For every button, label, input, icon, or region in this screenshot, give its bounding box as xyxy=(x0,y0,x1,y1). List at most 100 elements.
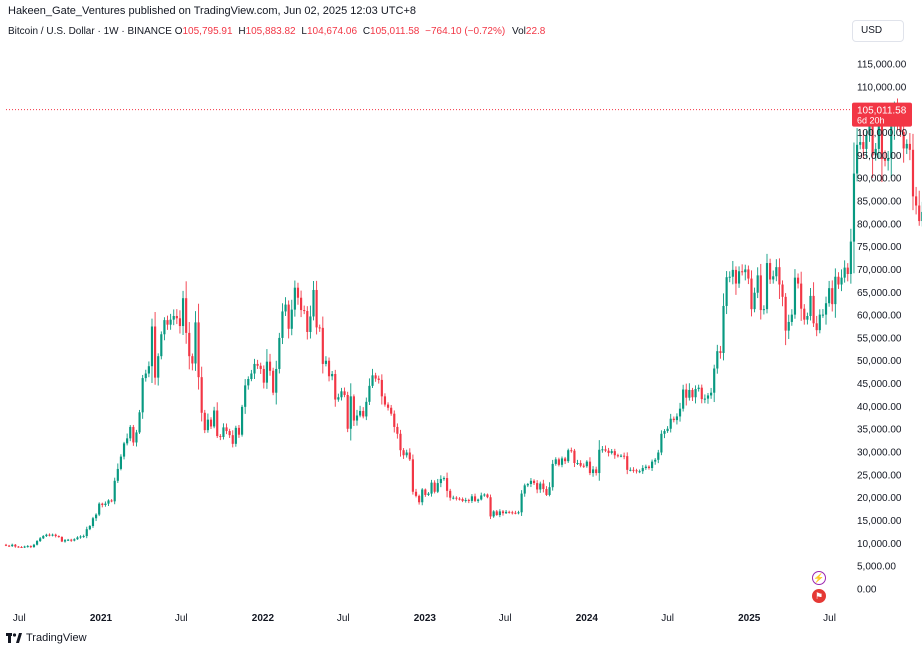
candle xyxy=(710,387,713,399)
candle xyxy=(458,497,461,501)
candle xyxy=(477,498,480,503)
candle xyxy=(256,359,259,369)
candle xyxy=(104,501,107,507)
candle xyxy=(473,493,477,502)
y-tick-label: 85,000.00 xyxy=(857,196,902,207)
candle xyxy=(275,360,278,405)
candle xyxy=(368,378,371,406)
candle xyxy=(464,497,467,503)
candle xyxy=(511,510,514,515)
candle xyxy=(902,124,905,163)
candle xyxy=(660,430,663,456)
volume-value: 22.8 xyxy=(525,26,546,37)
candle xyxy=(576,459,579,466)
candle xyxy=(713,364,716,403)
candle xyxy=(753,287,756,313)
candle xyxy=(862,130,865,159)
candle xyxy=(809,287,812,321)
candle xyxy=(675,413,679,425)
candle xyxy=(88,525,91,531)
candle xyxy=(741,264,744,276)
candle xyxy=(598,440,601,481)
price-chart[interactable]: 0.00 5,000.00 10,000.00 15,000.00 20,000.00 2… xyxy=(0,0,922,630)
candle xyxy=(769,258,772,284)
symbol-title: Bitcoin / U.S. Dollar · 1W · BINANCE xyxy=(8,26,172,37)
candle xyxy=(492,510,495,518)
price-axis[interactable]: 0.00 5,000.00 10,000.00 15,000.00 20,000.00 2… xyxy=(857,60,907,596)
x-tick-label: Jul xyxy=(823,613,836,624)
candle xyxy=(63,539,67,543)
high-value: 105,883.82 xyxy=(245,26,296,37)
candle xyxy=(26,545,29,548)
candle xyxy=(240,404,244,437)
tradingview-footer[interactable]: TradingView xyxy=(6,632,87,644)
y-tick-label: 80,000.00 xyxy=(857,219,902,230)
candle xyxy=(268,353,272,376)
y-tick-label: 90,000.00 xyxy=(857,174,902,185)
candle xyxy=(806,312,809,325)
candle xyxy=(129,425,132,442)
y-tick-label: 75,000.00 xyxy=(857,242,902,253)
x-tick-label: Jul xyxy=(13,613,26,624)
candle xyxy=(147,361,150,378)
candle xyxy=(703,394,706,404)
candle xyxy=(650,459,654,471)
candle xyxy=(306,306,309,340)
low-value: 104,674.06 xyxy=(306,26,358,37)
candle xyxy=(638,469,641,474)
candle xyxy=(719,345,722,359)
candle xyxy=(787,314,790,340)
currency-button[interactable]: USD xyxy=(852,20,904,42)
candle xyxy=(293,280,296,317)
candle xyxy=(265,349,269,389)
x-tick-label: 2022 xyxy=(252,613,275,624)
candle xyxy=(408,448,411,461)
candle xyxy=(905,139,908,155)
volume-label: Vol xyxy=(511,26,526,37)
candle xyxy=(20,546,23,548)
candle xyxy=(539,481,542,493)
candle xyxy=(781,280,784,307)
candle xyxy=(793,269,797,319)
lightning-icon[interactable]: ⚡ xyxy=(812,571,826,585)
candle xyxy=(421,488,424,506)
candle xyxy=(290,299,293,336)
x-tick-label: Jul xyxy=(661,613,674,624)
candle xyxy=(296,282,300,305)
candle xyxy=(194,311,197,371)
candle xyxy=(225,423,228,435)
candle xyxy=(557,457,560,467)
candle xyxy=(39,536,42,542)
candle xyxy=(560,456,564,468)
candle xyxy=(107,499,110,507)
candle xyxy=(359,405,362,418)
candle xyxy=(790,309,793,326)
candle xyxy=(85,526,88,539)
candle xyxy=(14,544,17,548)
candle xyxy=(582,463,585,468)
candle xyxy=(796,273,800,289)
candle xyxy=(228,428,231,438)
us-flag-icon[interactable]: ⚑ xyxy=(812,589,826,603)
candle xyxy=(433,480,436,494)
candle xyxy=(188,322,191,370)
candle xyxy=(616,453,619,458)
candle xyxy=(716,344,719,374)
candle xyxy=(284,297,287,316)
candle xyxy=(775,259,778,282)
candle xyxy=(759,263,762,320)
candle xyxy=(852,142,856,274)
candle xyxy=(48,533,51,537)
candle xyxy=(765,253,769,314)
y-tick-label: 65,000.00 xyxy=(857,288,902,299)
candle xyxy=(126,433,129,446)
candle xyxy=(564,456,567,465)
time-axis[interactable]: Jul 2021 Jul 2022 Jul 2023 Jul 2024 Jul 2025 Jul xyxy=(13,613,836,624)
candle xyxy=(396,423,399,439)
candle xyxy=(682,384,685,412)
candle xyxy=(461,497,464,503)
bar-countdown: 6d 20h xyxy=(857,116,885,126)
candle xyxy=(166,315,169,330)
candle xyxy=(445,472,449,498)
